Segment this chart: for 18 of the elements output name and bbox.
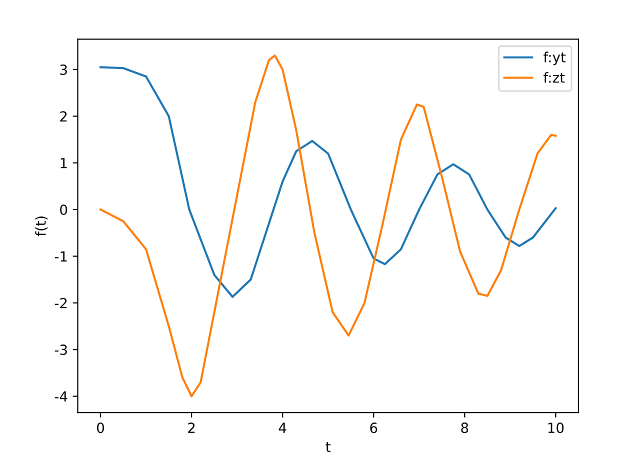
x-tick-label: 10	[548, 422, 564, 434]
y-axis-title: f(t)	[35, 216, 48, 236]
y-tick-label: 3	[60, 64, 67, 75]
y-tick-label: -1	[54, 251, 67, 262]
x-axis-title: t	[326, 442, 330, 452]
y-tick-label: -2	[54, 298, 67, 308]
x-tick-label: 8	[461, 422, 468, 434]
y-tick-label: 0	[60, 204, 68, 216]
legend-label: f:zt	[544, 72, 565, 83]
x-tick-label: 0	[97, 422, 104, 434]
y-tick-label: 1	[60, 158, 67, 168]
y-tick-label: 2	[60, 111, 67, 122]
x-tick-label: 6	[370, 422, 378, 434]
x-tick-label: 2	[188, 422, 195, 433]
y-tick-label: -3	[54, 344, 67, 356]
y-tick-label: -4	[54, 391, 68, 402]
legend-label: f:yt	[544, 52, 566, 66]
x-tick-label: 4	[278, 422, 286, 433]
